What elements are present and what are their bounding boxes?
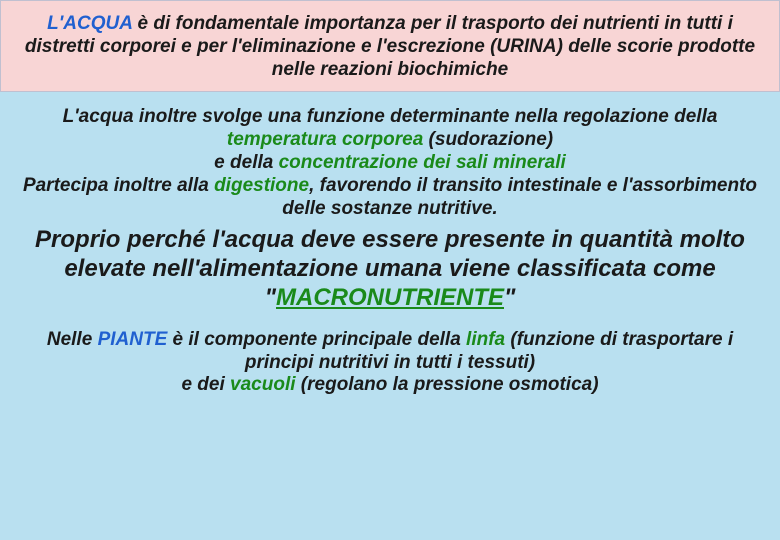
p3-a: Nelle <box>47 329 98 350</box>
p3-f: e dei <box>181 374 230 395</box>
paragraph-1: L'acqua inoltre svolge una funzione dete… <box>10 106 770 220</box>
p3-vacuoli: vacuoli <box>230 374 295 395</box>
p1-concentrazione: concentrazione dei sali minerali <box>279 152 566 173</box>
p2-macronutriente: MACRONUTRIENTE <box>276 284 504 311</box>
p1-c: (sudorazione) <box>423 129 553 150</box>
p1-a: L'acqua inoltre svolge una funzione dete… <box>63 106 718 127</box>
top-text-tail: nelle reazioni biochimiche <box>272 59 509 80</box>
p1-digestione: digestione <box>214 175 309 196</box>
p1-h: , favorendo il transito intestinale e l'… <box>282 175 757 219</box>
bottom-section: L'acqua inoltre svolge una funzione dete… <box>0 92 780 540</box>
top-text-main: è di fondamentale importanza per il tras… <box>25 13 755 57</box>
paragraph-3: Nelle PIANTE è il componente principale … <box>10 329 770 397</box>
p3-h: (regolano la pressione osmotica) <box>296 374 599 395</box>
top-highlight-acqua: L'ACQUA <box>47 13 132 34</box>
p3-piante: PIANTE <box>98 329 168 350</box>
p1-temperatura: temperatura corporea <box>227 129 423 150</box>
p3-c: è il componente principale della <box>167 329 466 350</box>
p2-c: " <box>504 284 515 311</box>
slide-container: L'ACQUA è di fondamentale importanza per… <box>0 0 780 540</box>
p3-linfa: linfa <box>466 329 505 350</box>
top-section: L'ACQUA è di fondamentale importanza per… <box>0 0 780 92</box>
p1-d: e della <box>214 152 278 173</box>
paragraph-2: Proprio perché l'acqua deve essere prese… <box>10 226 770 312</box>
p1-f: Partecipa inoltre alla <box>23 175 214 196</box>
